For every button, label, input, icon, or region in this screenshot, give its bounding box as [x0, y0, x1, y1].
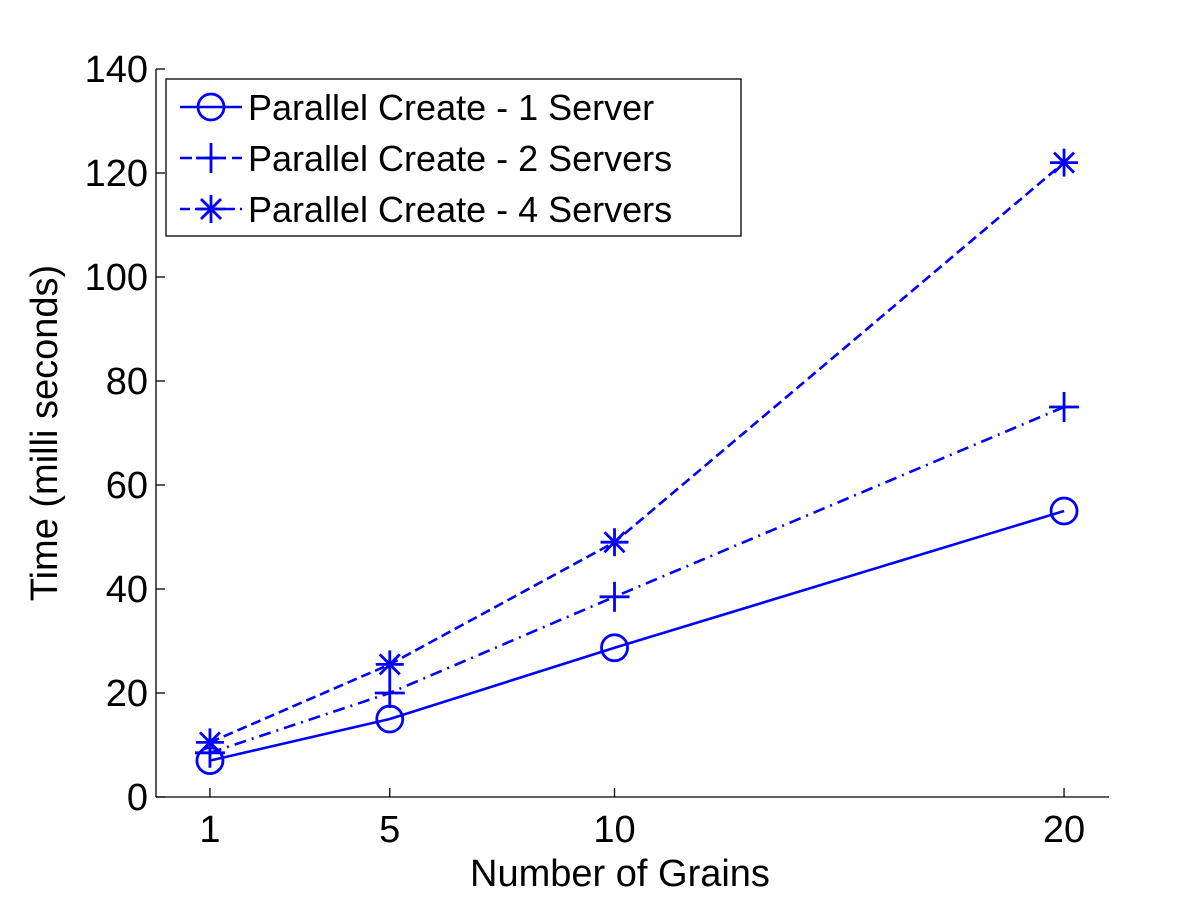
- y-tick-label: 80: [106, 361, 148, 403]
- legend-item: Parallel Create - 1 Server: [180, 87, 654, 128]
- y-tick-label: 0: [127, 777, 148, 819]
- data-point: [375, 650, 404, 679]
- legend-label: Parallel Create - 2 Servers: [248, 138, 672, 179]
- data-point: [374, 678, 405, 708]
- series-line: [209, 161, 1065, 744]
- legend-marker: [196, 92, 226, 122]
- y-tick-label: 20: [106, 673, 148, 715]
- y-axis-ticks: 0 20 40 60 80 100 120 140: [85, 49, 165, 819]
- plot-area: [155, 69, 1109, 798]
- legend-item: Parallel Create - 4 Servers: [180, 189, 672, 230]
- series-layer: [194, 148, 1080, 775]
- data-point: [600, 528, 629, 557]
- legend-label: Parallel Create - 4 Servers: [248, 189, 672, 230]
- x-tick-label: 1: [199, 809, 220, 851]
- y-tick-label: 60: [106, 465, 148, 507]
- x-tick-label: 10: [593, 809, 635, 851]
- series-3: [195, 148, 1079, 757]
- legend: Parallel Create - 1 Server Parallel Creat…: [165, 78, 742, 237]
- legend-label: Parallel Create - 1 Server: [248, 87, 654, 128]
- y-tick-label: 100: [85, 257, 148, 299]
- data-point: [599, 581, 630, 612]
- data-point: [600, 633, 629, 663]
- y-tick-label: 140: [85, 49, 148, 91]
- x-axis-ticks: 1 5 10 20: [199, 788, 1085, 851]
- series-line: [209, 509, 1065, 762]
- legend-marker: [197, 195, 225, 223]
- data-point: [195, 728, 224, 757]
- legend-box: [165, 78, 742, 237]
- y-tick-label: 40: [106, 569, 148, 611]
- series-1: [195, 496, 1079, 775]
- legend-item: Parallel Create - 2 Servers: [180, 138, 672, 179]
- data-point: [1050, 148, 1079, 177]
- x-axis-label: Number of Grains: [470, 853, 770, 895]
- legend-marker: [196, 143, 226, 173]
- y-tick-label: 120: [85, 153, 148, 195]
- y-axis-label: Time (milli seconds): [24, 265, 66, 601]
- x-tick-label: 5: [379, 809, 400, 851]
- series-line: [209, 405, 1065, 755]
- x-tick-label: 20: [1043, 809, 1085, 851]
- data-point: [1049, 496, 1079, 526]
- data-point: [1049, 392, 1080, 422]
- series-2: [194, 392, 1080, 768]
